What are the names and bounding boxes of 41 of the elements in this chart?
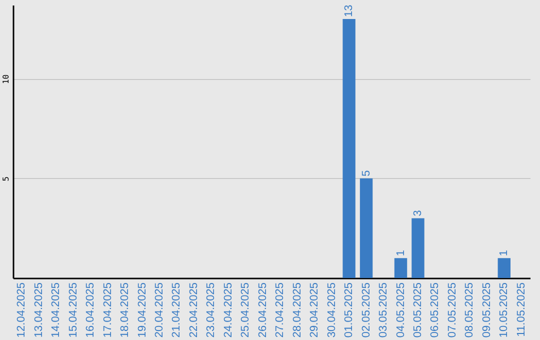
x-tick-label: 10.05.2025 <box>498 282 510 338</box>
x-tick-label: 26.04.2025 <box>256 282 269 338</box>
bar <box>394 258 408 278</box>
x-tick-label: 05.05.2025 <box>412 282 424 338</box>
data-label: 13 <box>343 4 356 17</box>
y-tick-label: 10 <box>2 74 10 84</box>
data-label: 5 <box>360 170 372 176</box>
x-tick-label: 25.04.2025 <box>240 282 252 338</box>
x-tick-label: 28.04.2025 <box>291 282 304 338</box>
x-tick-label: 16.04.2025 <box>84 282 97 338</box>
x-tick-label: 17.04.2025 <box>102 282 114 338</box>
bar <box>412 218 424 278</box>
x-tick-label: 27.04.2025 <box>274 282 286 338</box>
data-label: 3 <box>412 210 424 216</box>
x-tick-label: 29.04.2025 <box>308 282 321 338</box>
x-tick-label: 07.05.2025 <box>446 282 458 338</box>
x-tick-label: 14.04.2025 <box>50 282 62 338</box>
x-tick-label: 12.04.2025 <box>16 282 28 338</box>
x-tick-label: 01.05.2025 <box>343 282 356 338</box>
x-tick-label: 02.05.2025 <box>360 282 372 338</box>
data-label: 1 <box>394 250 407 256</box>
data-label: 1 <box>498 250 510 256</box>
x-tick-label: 06.05.2025 <box>429 282 442 338</box>
x-tick-label: 22.04.2025 <box>188 282 200 338</box>
x-tick-label: 15.04.2025 <box>67 282 80 338</box>
x-tick-label: 18.04.2025 <box>119 282 132 338</box>
x-tick-label: 30.04.2025 <box>326 282 338 338</box>
x-tick-label: 04.05.2025 <box>394 282 407 338</box>
x-tick-label: 11.05.2025 <box>515 282 528 337</box>
x-tick-label: 19.04.2025 <box>136 282 148 338</box>
bar <box>360 178 373 278</box>
x-tick-label: 09.05.2025 <box>480 282 493 338</box>
x-tick-label: 03.05.2025 <box>378 282 390 338</box>
x-tick-label: 23.04.2025 <box>205 282 218 338</box>
x-tick-label: 24.04.2025 <box>222 282 234 338</box>
x-tick-label: 08.05.2025 <box>464 282 476 338</box>
bar <box>342 18 356 278</box>
bar <box>498 258 511 278</box>
x-tick-label: 21.04.2025 <box>170 282 183 338</box>
x-tick-label: 13.04.2025 <box>32 282 45 338</box>
x-tick-label: 20.04.2025 <box>153 282 166 338</box>
